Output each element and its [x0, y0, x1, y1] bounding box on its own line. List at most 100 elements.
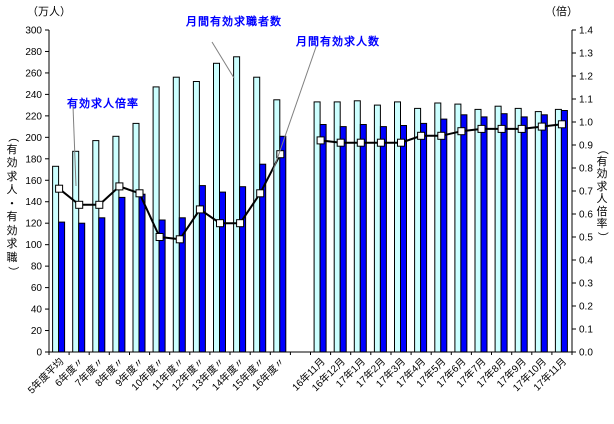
left-axis-tick-label: 100 [25, 240, 42, 251]
right-axis-tick-label: 1.3 [579, 49, 593, 60]
ratio-marker [557, 120, 566, 129]
bar-jobseekers [132, 122, 140, 353]
ratio-marker [216, 219, 224, 228]
bar-openings [219, 191, 226, 353]
left-axis-tick-label: 280 [25, 47, 42, 58]
ratio-marker [75, 200, 84, 209]
bar-openings [78, 222, 86, 353]
right-unit-label: （倍） [545, 6, 578, 18]
right-axis-tick-label: 1.4 [579, 26, 593, 37]
left-axis-tick-label: 240 [25, 90, 42, 101]
ratio-marker [437, 131, 446, 140]
bar-jobseekers [494, 105, 502, 353]
ratio-marker [497, 124, 506, 133]
leader-ratio [72, 105, 77, 187]
bar-jobseekers [554, 108, 562, 353]
bar-jobseekers [233, 56, 241, 353]
left-axis-tick-label: 40 [31, 305, 43, 316]
left-axis-tick-label: 120 [25, 219, 42, 230]
ratio-marker [115, 182, 124, 191]
ratio-marker [55, 184, 64, 193]
bar-jobseekers [434, 102, 442, 353]
bar-openings [460, 114, 468, 353]
bar-openings [500, 113, 508, 353]
ratio-marker [195, 205, 204, 214]
ratio-marker [397, 138, 405, 147]
bar-openings [540, 114, 548, 353]
ratio-line [58, 153, 282, 241]
right-axis-tick-label: 0.4 [579, 256, 593, 267]
left-axis-tick-label: 0 [36, 348, 42, 359]
bar-openings [339, 126, 347, 353]
left-axis-tick-label: 300 [25, 26, 42, 37]
ratio-marker [517, 124, 526, 133]
bar-openings [520, 116, 528, 353]
bar-jobseekers [213, 62, 220, 353]
left-axis-tick-label: 260 [25, 68, 42, 79]
annotation-openings: 月間有効求人数 [296, 36, 380, 48]
ratio-marker [95, 200, 104, 209]
ratio-marker [316, 136, 325, 145]
leader-openings [272, 46, 317, 172]
bar-openings [440, 118, 448, 353]
bar-jobseekers [273, 99, 281, 353]
bar-jobseekers [474, 108, 482, 353]
bar-openings [379, 126, 387, 353]
right-axis-tick-label: 0.1 [579, 325, 593, 336]
left-axis-tick-label: 200 [25, 133, 42, 144]
ratio-marker [256, 189, 265, 198]
bar-openings [359, 124, 367, 353]
right-axis-tick-label: 0.7 [579, 187, 593, 198]
right-axis-tick-label: 1.0 [579, 118, 593, 129]
bar-jobseekers [454, 103, 462, 353]
bar-jobseekers [414, 107, 422, 353]
ratio-marker [477, 124, 486, 133]
right-axis-tick-label: 0.9 [579, 141, 593, 152]
bar-openings [480, 116, 488, 353]
bar-jobseekers [353, 100, 361, 353]
right-axis-tick-label: 0.2 [579, 302, 593, 313]
right-axis-tick-label: 0.8 [579, 164, 593, 175]
bar-openings [98, 217, 106, 353]
ratio-marker [376, 138, 385, 147]
bar-openings [58, 221, 66, 353]
right-axis-tick-label: 0.5 [579, 233, 593, 244]
left-axis-tick-label: 180 [25, 154, 42, 165]
bar-openings [319, 124, 327, 353]
annotation-ratio: 有効求人倍率 [67, 98, 139, 110]
right-axis-tick-label: 1.1 [579, 95, 593, 106]
left-axis-tick-label: 60 [31, 283, 43, 294]
left-axis-tick-label: 80 [31, 262, 43, 273]
bar-jobseekers [534, 111, 542, 353]
ratio-marker [356, 138, 365, 147]
bar-jobseekers [152, 86, 160, 353]
bar-openings [279, 135, 287, 353]
left-axis-tick-label: 160 [25, 176, 42, 187]
bar-openings [420, 122, 428, 353]
left-axis-tick-label: 20 [31, 326, 43, 337]
ratio-marker [175, 235, 184, 244]
right-axis-title: （有効求人倍率） [596, 143, 609, 243]
left-unit-label: （万人） [27, 6, 71, 18]
right-axis-tick-label: 0.0 [579, 348, 593, 359]
ratio-marker [537, 122, 546, 131]
leader-jobseekers [211, 41, 235, 79]
bar-jobseekers [253, 76, 261, 353]
bar-openings [118, 196, 126, 353]
left-axis-tick-label: 220 [25, 111, 42, 122]
bar-jobseekers [112, 135, 120, 353]
right-axis-tick-label: 1.2 [579, 72, 593, 83]
ratio-marker [135, 189, 144, 198]
right-axis-tick-label: 0.6 [579, 210, 593, 221]
left-axis-tick-label: 140 [25, 197, 42, 208]
ratio-marker [155, 233, 164, 241]
ratio-marker [336, 138, 345, 147]
bar-jobseekers [52, 165, 60, 353]
ratio-marker [417, 131, 426, 140]
bar-openings [138, 193, 146, 353]
annotation-jobseekers: 月間有効求職者数 [186, 16, 282, 28]
bar-jobseekers [92, 140, 100, 353]
bar-openings [560, 110, 568, 353]
